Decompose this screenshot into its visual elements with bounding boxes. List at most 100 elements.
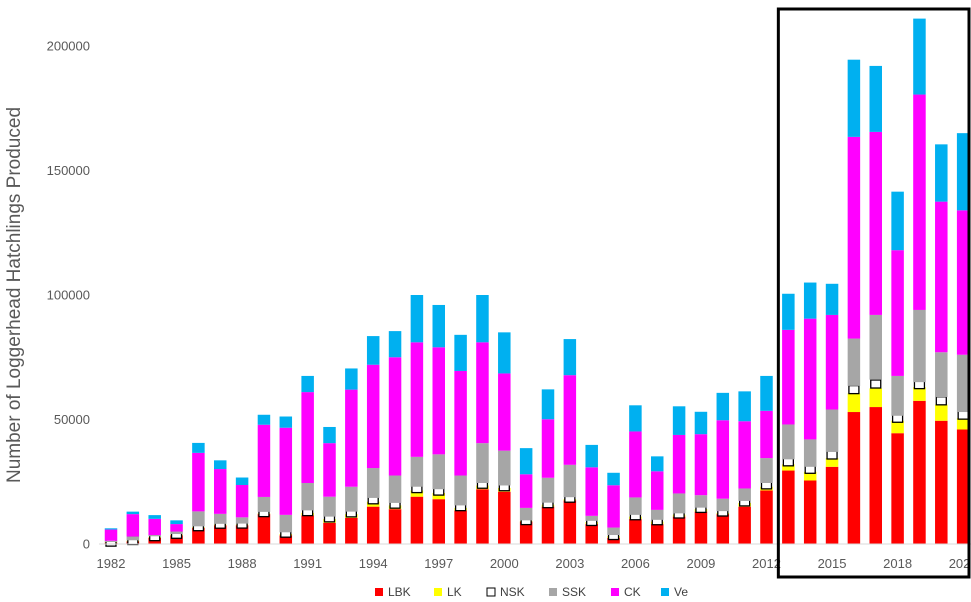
bar-segment-ck — [585, 467, 598, 516]
bar-segment-ve — [804, 283, 817, 319]
bar-segment-ssk — [804, 439, 817, 466]
bar-segment-ve — [935, 144, 948, 201]
bar-segment-lk — [848, 393, 861, 412]
y-axis-ticks: 0 50000 100000 150000 200000 — [47, 39, 90, 552]
bar-segment-ve — [826, 284, 839, 315]
bar-segment-ssk — [389, 476, 402, 503]
bar-segment-ck — [367, 365, 380, 468]
bar-segment-ve — [760, 376, 773, 411]
bar-segment-ve — [214, 460, 227, 469]
bar-segment-ck — [629, 431, 642, 497]
bar-segment-ssk — [105, 541, 118, 542]
bar-segment-lbk — [433, 499, 446, 544]
bar-segment-ssk — [738, 488, 751, 500]
bar-segment-ck — [673, 435, 686, 494]
legend-swatch-ve — [661, 588, 669, 596]
x-tick-label: 1988 — [228, 556, 257, 571]
bar-segment-ck — [717, 420, 730, 498]
bar-segment-ck — [804, 319, 817, 440]
bar-segment-ve — [236, 478, 249, 485]
bar-segment-lbk — [411, 497, 424, 544]
bar-segment-lbk — [301, 515, 314, 544]
bar-segment-ve — [389, 331, 402, 357]
bar-segment-lbk — [738, 507, 751, 544]
bar-segment-ck — [695, 434, 708, 495]
y-tick-label: 0 — [83, 537, 90, 552]
bar-segment-ve — [258, 415, 271, 425]
bar-segment-lbk — [804, 481, 817, 544]
bar-segment-ve — [280, 417, 293, 428]
legend-label-nsk: NSK — [500, 585, 525, 599]
legend: LBK LK NSK SSK CK Ve — [375, 585, 688, 599]
bar-segment-ck — [891, 250, 904, 376]
bar-segment-ck — [760, 411, 773, 458]
bar-segment-ck — [454, 371, 467, 476]
bar-segment-ck — [476, 342, 489, 443]
bar-segment-ck — [738, 421, 751, 488]
bar-segment-ck — [607, 485, 620, 527]
legend-swatch-ck — [611, 588, 619, 596]
bar-segment-nsk — [936, 397, 946, 405]
bar-segment-ssk — [760, 458, 773, 483]
bar-segment-ssk — [585, 516, 598, 521]
y-tick-label: 200000 — [47, 39, 90, 54]
x-tick-label: 2000 — [490, 556, 519, 571]
bar-segment-ssk — [476, 443, 489, 483]
bar-segment-ve — [870, 66, 883, 132]
bar-segment-ve — [127, 512, 140, 514]
bar-segment-ssk — [280, 515, 293, 532]
bar-segment-ssk — [323, 497, 336, 517]
bar-segment-ssk — [148, 535, 161, 536]
bar-segment-ve — [542, 389, 555, 419]
x-tick-label: 1982 — [97, 556, 126, 571]
bar-segment-ve — [695, 412, 708, 434]
bar-segment-ve — [301, 376, 314, 392]
bar-segment-lbk — [585, 524, 598, 544]
x-axis-ticks: 1982 1985 1988 1991 1994 1997 2000 2003 2006 2009… — [97, 556, 971, 571]
bar-segment-ve — [454, 335, 467, 371]
bar-segment-ssk — [367, 468, 380, 498]
bar-segment-ssk — [651, 510, 664, 520]
bar-segment-ssk — [564, 465, 577, 497]
bar-segment-nsk — [871, 380, 881, 388]
bar-segment-ssk — [870, 315, 883, 380]
bar-segment-lbk — [848, 412, 861, 544]
bar-segment-ssk — [433, 454, 446, 489]
legend-label-ssk: SSK — [562, 585, 586, 599]
bar-segment-ssk — [542, 478, 555, 503]
bar-segment-ve — [891, 192, 904, 251]
bar-segment-ck — [127, 514, 140, 536]
x-tick-label: 1985 — [162, 556, 191, 571]
x-tick-label: 2012 — [752, 556, 781, 571]
bar-segment-ssk — [913, 310, 926, 382]
bar-segment-ck — [301, 392, 314, 483]
bar-segment-nsk — [827, 451, 837, 459]
bar-segment-ck — [651, 471, 664, 510]
bar-segment-ve — [323, 427, 336, 443]
bar-segment-ve — [148, 515, 161, 519]
bar-segment-lbk — [891, 433, 904, 544]
bar-segment-ssk — [629, 497, 642, 514]
legend-swatch-lbk — [375, 588, 383, 596]
bar-segment-ve — [192, 443, 205, 453]
bar-segment-ve — [717, 393, 730, 420]
bar-segment-ck — [236, 485, 249, 517]
x-tick-label: 2018 — [883, 556, 912, 571]
bar-segment-ssk — [520, 508, 533, 520]
bar-segment-ck — [323, 443, 336, 497]
bar-segment-lbk — [542, 507, 555, 544]
bars — [105, 19, 970, 547]
x-tick-label: 2003 — [555, 556, 584, 571]
bar-segment-ssk — [695, 495, 708, 507]
bar-segment-ck — [935, 202, 948, 353]
bar-segment-ssk — [498, 451, 511, 486]
bar-segment-ck — [214, 469, 227, 514]
bar-segment-lk — [870, 388, 883, 407]
bar-segment-lbk — [913, 401, 926, 544]
bar-segment-ssk — [214, 514, 227, 524]
x-tick-label: 2015 — [818, 556, 847, 571]
bar-segment-lbk — [935, 421, 948, 544]
bar-segment-ssk — [717, 499, 730, 511]
bar-segment-ve — [498, 332, 511, 373]
bar-segment-lk — [935, 405, 948, 421]
